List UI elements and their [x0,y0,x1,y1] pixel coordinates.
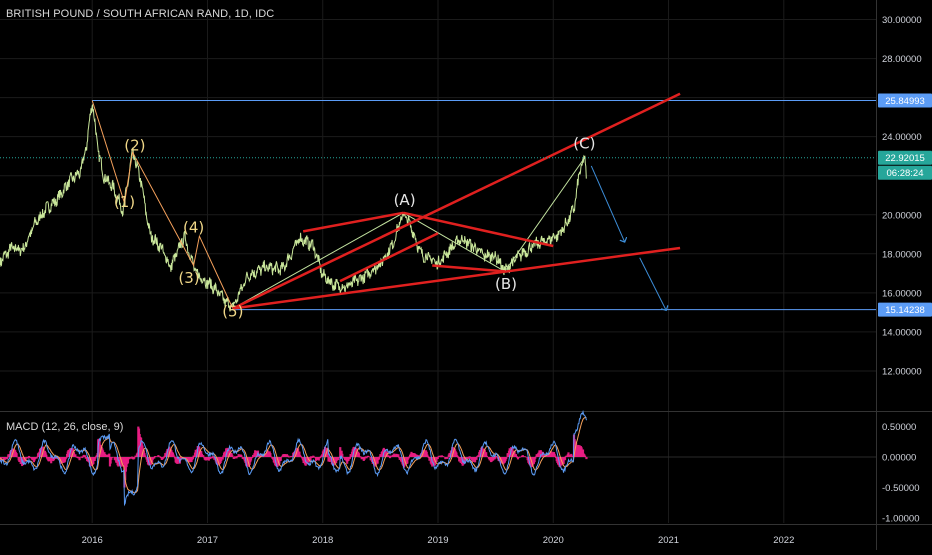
chart-title: BRITISH POUND / SOUTH AFRICAN RAND, 1D, … [6,8,275,20]
price-axis-tick-label: 18.00000 [882,249,922,260]
price-level-tag [878,302,932,317]
price-axis-tick-label: 16.00000 [882,288,922,299]
wave-label: (C) [573,134,595,152]
trendline [339,232,439,283]
price-level-tag [878,93,932,108]
wave-label: (B) [495,275,517,293]
last-price-tag [878,150,932,165]
macd-axis-tick-label: 0.50000 [882,422,916,433]
grid-lines [0,0,876,523]
wave-label: (3) [178,269,199,287]
wave-label: (4) [183,218,204,236]
projection-arrow [639,257,667,311]
trendline [432,264,505,273]
wave-label: (A) [394,191,416,209]
wave-connector-line [504,157,585,272]
price-series-line [0,104,587,312]
macd-pane [0,409,876,507]
countdown-tag [878,165,932,180]
time-axis-tick-label: 2021 [658,535,679,546]
time-axis-tick-label: 2019 [427,535,448,546]
projection-arrow [590,165,624,242]
price-axis-tick-label: 20.00000 [882,210,922,221]
time-axis-tick-label: 2018 [312,535,333,546]
countdown-tag-label: 06:28:24 [887,168,924,179]
macd-axis-tick-label: -0.50000 [882,483,920,494]
macd-line [0,409,587,507]
macd-axis-tick-label: -1.00000 [882,514,920,525]
time-axis-tick-label: 2016 [82,535,103,546]
impulse-wave-line [91,100,234,309]
macd-axis-tick-label: 0.00000 [882,453,916,464]
wave-connector-line [403,212,506,272]
trendline [232,246,681,310]
wave-connector-line [232,212,404,309]
time-axis-tick-label: 2020 [543,535,564,546]
macd-indicator-title[interactable]: MACD (12, 26, close, 9) [6,421,124,433]
price-axis-tick-label: 12.00000 [882,366,922,377]
time-axis-tick-label: 2017 [197,535,218,546]
price-axis-tick-label: 28.00000 [882,54,922,65]
wave-label: (2) [124,136,145,154]
price-axis-tick-label: 30.00000 [882,15,922,26]
wave-label: (1) [114,193,135,211]
price-axis-tick-label: 24.00000 [882,132,922,143]
price-level-tag-label: 15.14238 [885,305,925,316]
price-axis-tick-label: 14.00000 [882,327,922,338]
time-axis-tick-label: 2022 [773,535,794,546]
trendline [302,211,404,233]
trendline [232,92,681,310]
last-price-tag-label: 22.92015 [885,153,925,164]
price-level-tag-label: 25.84993 [885,96,925,107]
wave-label: (5) [222,302,243,320]
trendline [403,211,554,248]
